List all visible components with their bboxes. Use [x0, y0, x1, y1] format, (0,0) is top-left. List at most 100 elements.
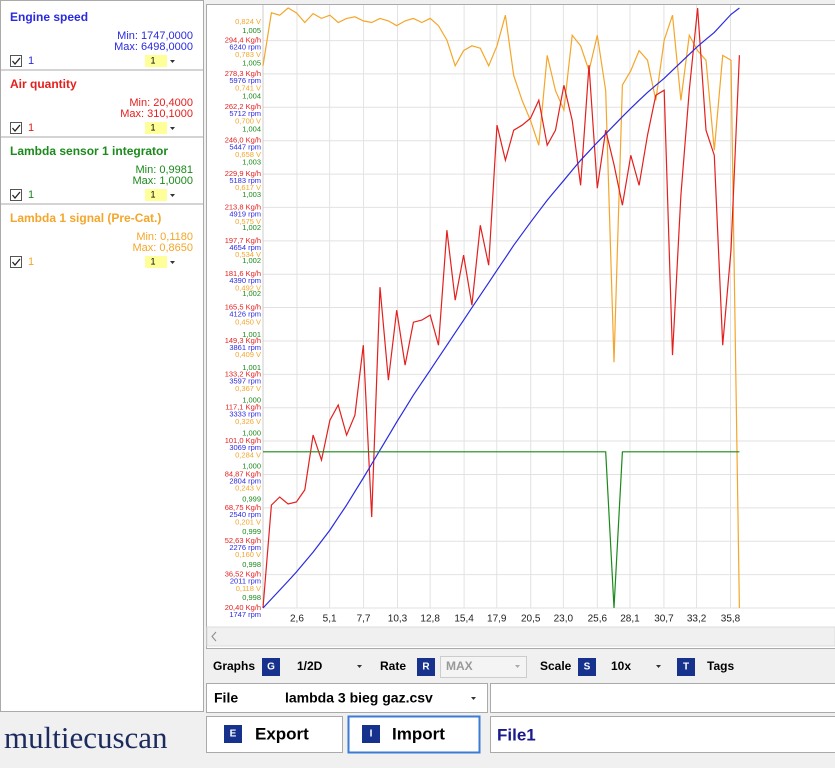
y-tick-label: 0,243 V — [235, 484, 261, 493]
checkbox-label[interactable]: 1 — [28, 122, 34, 134]
y-tick-label: 101,0 Kg/h — [225, 436, 261, 445]
y-tick-label: 0,999 — [242, 527, 261, 536]
scale-value[interactable]: 10x — [611, 659, 631, 673]
file-field[interactable] — [490, 716, 835, 753]
x-tick-label: 35,8 — [721, 614, 741, 625]
import-label[interactable]: Import — [392, 724, 445, 743]
y-tick-label: 1,002 — [242, 223, 261, 232]
y-tick-label: 229,9 Kg/h — [225, 169, 261, 178]
checkmark[interactable] — [12, 124, 21, 133]
factor-value[interactable]: 1 — [150, 189, 155, 199]
sensor-max: Max: 1,0000 — [132, 175, 193, 187]
file-field-text[interactable]: File1 — [497, 725, 536, 744]
y-tick-label: 0,367 V — [235, 384, 261, 393]
key: G — [267, 662, 275, 673]
checkmark[interactable] — [12, 191, 21, 200]
dropdown-arrow[interactable] — [170, 127, 175, 130]
factor-value[interactable]: 1 — [150, 55, 155, 65]
series-line — [262, 7, 740, 609]
checkbox[interactable] — [10, 189, 22, 201]
tags-label[interactable]: Tags — [707, 659, 734, 673]
dropdown-arrow[interactable] — [170, 261, 175, 264]
y-tick-label: 0,783 V — [235, 50, 261, 59]
checkbox[interactable] — [10, 122, 22, 134]
factor-value[interactable]: 1 — [150, 256, 155, 266]
y-tick-label: 1,004 — [242, 92, 261, 101]
sensor-min: Min: 0,1180 — [136, 231, 193, 243]
y-tick-label: 246,0 Kg/h — [225, 136, 261, 145]
rate-select[interactable] — [440, 656, 527, 678]
y-tick-label: 181,6 Kg/h — [225, 269, 261, 278]
y-tick-label: 1,001 — [242, 330, 261, 339]
y-tick-label: 262,2 Kg/h — [225, 102, 261, 111]
y-tick-label: 294,4 Kg/h — [225, 36, 261, 45]
scroll-left[interactable] — [211, 631, 217, 642]
x-tick-label: 10,3 — [388, 614, 408, 625]
dropdown-arrow[interactable] — [170, 60, 175, 63]
y-tick-label: 213,8 Kg/h — [225, 202, 261, 211]
factor-select[interactable] — [145, 256, 167, 268]
checkmark[interactable] — [12, 57, 21, 66]
y-tick-label: 0,999 — [242, 494, 261, 503]
y-tick-label: 2540 rpm — [229, 510, 261, 519]
y-tick-label: 3333 rpm — [229, 410, 261, 419]
x-tick-label: 2,6 — [290, 614, 304, 625]
series-line — [262, 7, 740, 609]
dropdown-arrow[interactable] — [656, 665, 661, 668]
dropdown-arrow[interactable] — [170, 194, 175, 197]
rate-label: Rate — [380, 659, 406, 673]
y-tick-label: 1,003 — [242, 190, 261, 199]
y-tick-label: 2011 rpm — [230, 577, 261, 586]
series-line — [263, 451, 740, 609]
factor-select[interactable] — [145, 55, 167, 67]
key: T — [683, 662, 689, 673]
y-tick-label: 1,005 — [242, 59, 261, 68]
dropdown-arrow[interactable] — [357, 665, 362, 668]
y-tick-label: 165,5 Kg/h — [225, 302, 261, 311]
x-tick-label: 17,9 — [487, 614, 507, 625]
checkbox-label[interactable]: 1 — [28, 256, 34, 268]
y-tick-label: 0,118 V — [236, 584, 261, 593]
y-tick-label: 0,284 V — [235, 451, 261, 460]
y-tick-label: 5976 rpm — [229, 76, 261, 85]
sensor-min: Min: 1747,0000 — [117, 30, 193, 42]
rate-value[interactable]: MAX — [446, 659, 473, 673]
checkbox-label[interactable]: 1 — [28, 189, 34, 201]
y-tick-label: 3069 rpm — [229, 443, 261, 452]
y-tick-label: 1,002 — [242, 289, 261, 298]
sensor-min: Min: 20,4000 — [129, 97, 193, 109]
y-tick-label: 52,63 Kg/h — [225, 536, 261, 545]
graphs-label: Graphs — [213, 659, 255, 673]
dropdown-arrow[interactable] — [471, 697, 476, 700]
file-label: File — [214, 690, 238, 706]
key-box — [224, 725, 242, 743]
key-box — [677, 658, 695, 676]
key-box — [362, 725, 380, 743]
export-label[interactable]: Export — [255, 724, 309, 743]
graphs-value[interactable]: 1/2D — [297, 659, 323, 673]
factor-value[interactable]: 1 — [150, 122, 155, 132]
checkbox-label[interactable]: 1 — [28, 55, 34, 67]
scale-label: Scale — [540, 659, 572, 673]
y-tick-label: 0,326 V — [235, 417, 261, 426]
y-tick-label: 197,7 Kg/h — [225, 236, 261, 245]
factor-select[interactable] — [145, 189, 167, 201]
x-tick-label: 25,6 — [588, 614, 608, 625]
y-tick-label: 5183 rpm — [229, 176, 261, 185]
factor-select[interactable] — [145, 122, 167, 134]
key: E — [230, 729, 237, 740]
scrollbar[interactable] — [206, 626, 835, 647]
x-tick-label: 33,2 — [687, 614, 707, 625]
y-tick-label: 4390 rpm — [229, 276, 261, 285]
checkmark[interactable] — [12, 258, 21, 267]
checkbox[interactable] — [10, 55, 22, 67]
y-tick-label: 0,201 V — [235, 517, 261, 526]
y-tick-label: 2804 rpm — [229, 476, 261, 485]
chart-panel — [206, 4, 835, 649]
y-tick-label: 4654 rpm — [229, 243, 261, 252]
dropdown-arrow[interactable] — [515, 665, 520, 668]
sensor-name: Engine speed — [10, 10, 88, 24]
file-name[interactable]: lambda 3 bieg gaz.csv — [285, 690, 433, 706]
checkbox[interactable] — [10, 256, 22, 268]
y-tick-label: 5712 rpm — [229, 109, 261, 118]
